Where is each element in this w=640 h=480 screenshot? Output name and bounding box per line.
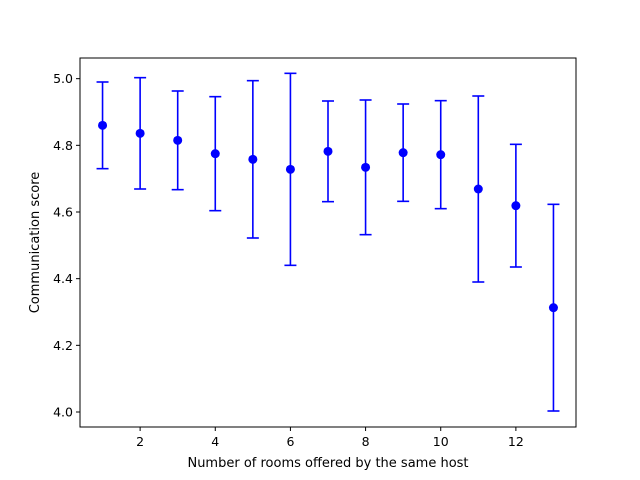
y-tick-label: 4.2 xyxy=(53,338,73,353)
data-point-3 xyxy=(173,135,183,145)
y-tick-label: 5.0 xyxy=(53,71,73,86)
x-axis-ticks: 2 4 6 8 10 12 xyxy=(136,427,524,449)
x-tick-label: 8 xyxy=(362,434,370,449)
data-point-12 xyxy=(511,201,521,211)
data-points xyxy=(98,120,558,313)
x-tick-label: 6 xyxy=(286,434,294,449)
data-point-4 xyxy=(210,149,220,159)
x-tick-label: 12 xyxy=(508,434,524,449)
y-tick-label: 4.4 xyxy=(53,271,73,286)
y-tick-label: 4.6 xyxy=(53,205,73,220)
data-point-6 xyxy=(285,164,295,174)
data-point-8 xyxy=(361,162,371,172)
x-tick-label: 2 xyxy=(136,434,144,449)
data-point-9 xyxy=(398,148,408,158)
y-axis-label: Communication score xyxy=(28,172,43,314)
x-axis-label: Number of rooms offered by the same host xyxy=(187,456,468,471)
x-tick-label: 10 xyxy=(433,434,449,449)
y-tick-label: 4.0 xyxy=(53,405,73,420)
data-point-10 xyxy=(436,150,446,160)
data-point-5 xyxy=(248,154,258,164)
data-point-11 xyxy=(473,184,483,194)
data-point-1 xyxy=(98,120,108,130)
y-axis-ticks: 4.0 4.2 4.4 4.6 4.8 5.0 xyxy=(53,71,80,420)
data-point-2 xyxy=(135,128,145,138)
x-tick-label: 4 xyxy=(211,434,219,449)
data-point-13 xyxy=(548,303,558,313)
y-tick-label: 4.8 xyxy=(53,138,73,153)
data-point-7 xyxy=(323,146,333,156)
